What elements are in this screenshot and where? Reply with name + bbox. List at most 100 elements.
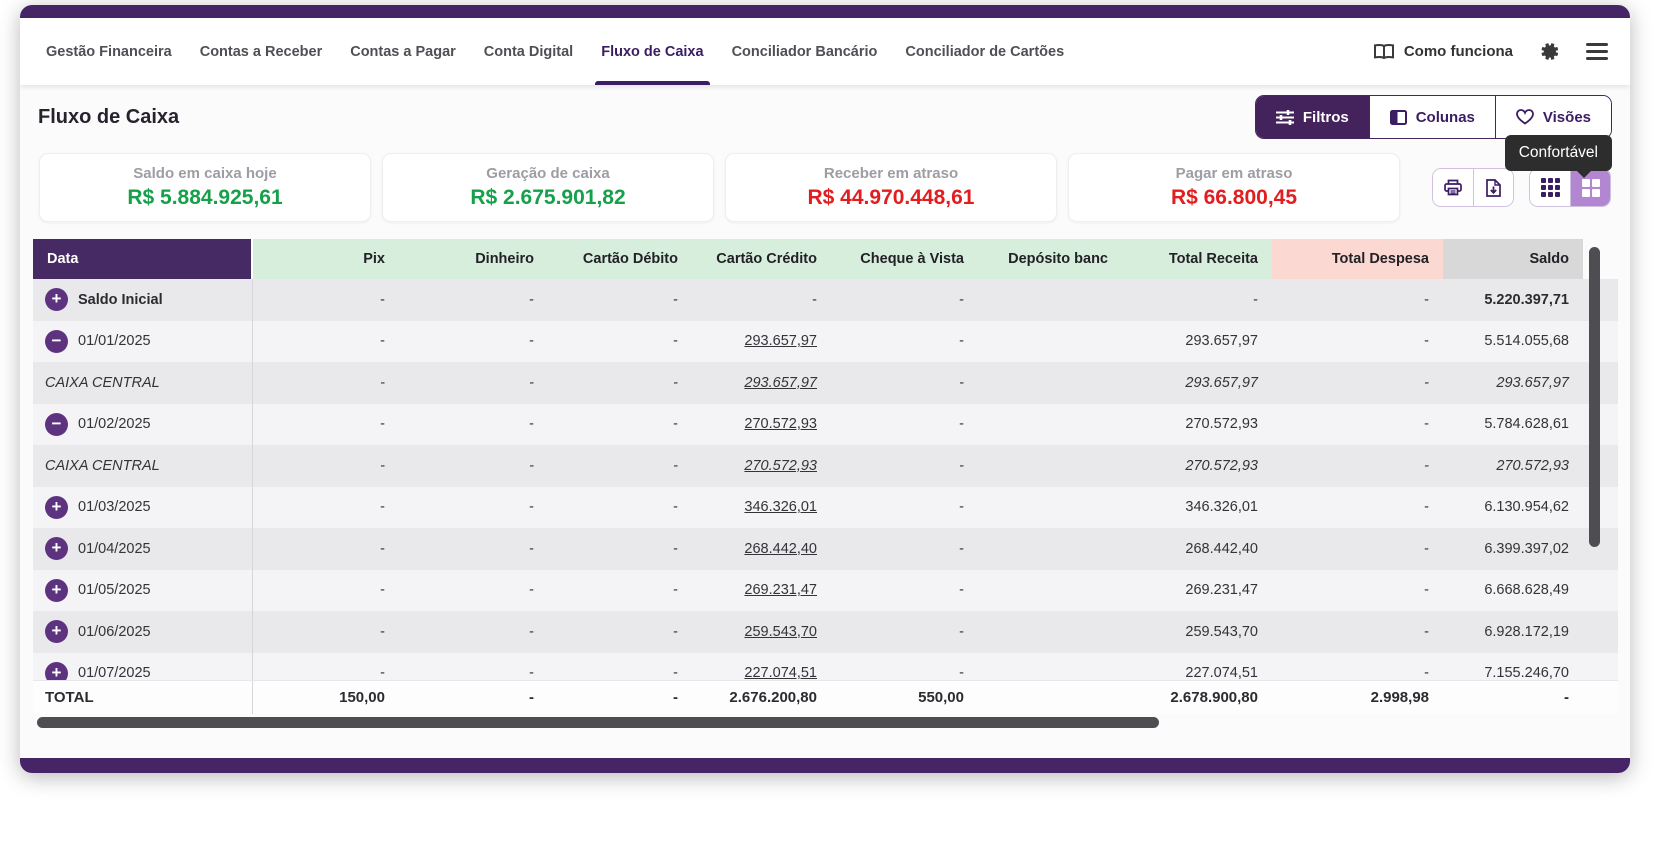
row-label: 01/01/2025 bbox=[78, 333, 151, 350]
cell-total-receita: 227.074,51 bbox=[1185, 665, 1258, 680]
column-header-total-despesa[interactable]: Total Despesa bbox=[1272, 239, 1443, 279]
row-label: 01/05/2025 bbox=[78, 582, 151, 599]
cashflow-table: Data Pix Dinheiro Cartão Débito Cartão C… bbox=[33, 239, 1618, 729]
expand-row-icon[interactable]: + bbox=[45, 578, 68, 602]
value-link[interactable]: 259.543,70 bbox=[744, 623, 817, 640]
cell-pix: - bbox=[380, 665, 385, 680]
total-total-receita: 2.678.900,80 bbox=[1170, 689, 1258, 706]
tab-conta-digital[interactable]: Conta Digital bbox=[483, 43, 574, 60]
cell-total-receita: 346.326,01 bbox=[1185, 499, 1258, 516]
filtros-button[interactable]: Filtros bbox=[1255, 96, 1369, 138]
card-saldo-em-caixa-hoje: Saldo em caixa hoje R$ 5.884.925,61 bbox=[39, 153, 371, 222]
cell-cartao-debito: - bbox=[673, 623, 678, 640]
cell-cheque-a-vista: - bbox=[959, 623, 964, 640]
cell-cartao-credito: - bbox=[812, 291, 817, 308]
cell-total-receita: 259.543,70 bbox=[1185, 623, 1258, 640]
tab-conciliador-de-cartoes[interactable]: Conciliador de Cartões bbox=[905, 43, 1065, 60]
expand-row-icon[interactable]: + bbox=[45, 537, 68, 561]
tab-gestao-financeira[interactable]: Gestão Financeira bbox=[46, 43, 172, 60]
page-content: Fluxo de Caixa Filtros bbox=[20, 85, 1630, 773]
value-link[interactable]: 293.657,97 bbox=[744, 333, 817, 350]
card-label: Receber em atraso bbox=[823, 165, 959, 182]
window-top-accent-bar bbox=[20, 5, 1630, 18]
export-button-group bbox=[1432, 168, 1514, 207]
table-row: CAIXA CENTRAL - - - 293.657,97 - 293.657,97 - 29… bbox=[33, 362, 1618, 404]
tab-contas-a-pagar[interactable]: Contas a Pagar bbox=[350, 43, 456, 60]
horizontal-scrollbar-thumb[interactable] bbox=[37, 717, 1159, 728]
cell-total-despesa: - bbox=[1424, 582, 1429, 599]
column-header-cheque-a-vista[interactable]: Cheque à Vista bbox=[831, 239, 978, 279]
vertical-scrollbar-thumb[interactable] bbox=[1589, 247, 1600, 547]
value-link[interactable]: 346.326,01 bbox=[744, 499, 817, 516]
grid-comfortable-icon bbox=[1581, 178, 1600, 197]
tab-contas-a-receber[interactable]: Contas a Receber bbox=[199, 43, 323, 60]
expand-row-icon[interactable]: + bbox=[45, 661, 68, 680]
column-header-saldo[interactable]: Saldo bbox=[1443, 239, 1583, 279]
value-link[interactable]: 270.572,93 bbox=[744, 416, 817, 433]
vertical-scrollbar[interactable] bbox=[1589, 243, 1601, 683]
cell-total-despesa: - bbox=[1424, 457, 1429, 474]
summary-cards-row: Saldo em caixa hoje R$ 5.884.925,61 Gera… bbox=[33, 153, 1617, 222]
column-header-pix[interactable]: Pix bbox=[253, 239, 399, 279]
hamburger-menu-icon[interactable] bbox=[1586, 43, 1608, 60]
cell-dinheiro: - bbox=[529, 582, 534, 599]
column-header-dinheiro[interactable]: Dinheiro bbox=[399, 239, 548, 279]
grid-dense-icon bbox=[1540, 178, 1560, 197]
cell-cheque-a-vista: - bbox=[959, 374, 964, 391]
card-value: R$ 44.970.448,61 bbox=[807, 186, 975, 209]
tab-fluxo-de-caixa[interactable]: Fluxo de Caixa bbox=[587, 18, 717, 85]
book-icon bbox=[1373, 43, 1395, 60]
cell-dinheiro: - bbox=[529, 499, 534, 516]
value-link[interactable]: 270.572,93 bbox=[744, 457, 817, 474]
cell-pix: - bbox=[380, 416, 385, 433]
column-header-cartao-credito[interactable]: Cartão Crédito bbox=[692, 239, 831, 279]
row-label: 01/04/2025 bbox=[78, 540, 151, 557]
expand-row-icon[interactable]: + bbox=[45, 495, 68, 519]
column-header-data[interactable]: Data bbox=[33, 239, 253, 279]
collapse-row-icon[interactable]: − bbox=[45, 329, 68, 353]
cell-dinheiro: - bbox=[529, 333, 534, 350]
cell-total-despesa: - bbox=[1424, 665, 1429, 680]
como-funciona-link[interactable]: Como funciona bbox=[1373, 43, 1513, 60]
cell-cheque-a-vista: - bbox=[959, 665, 964, 680]
colunas-button[interactable]: Colunas bbox=[1368, 96, 1495, 138]
cell-dinheiro: - bbox=[529, 665, 534, 680]
cell-saldo: 5.514.055,68 bbox=[1484, 333, 1569, 350]
value-link[interactable]: 268.442,40 bbox=[744, 540, 817, 557]
row-label: CAIXA CENTRAL bbox=[45, 374, 160, 391]
collapse-row-icon[interactable]: − bbox=[45, 412, 68, 436]
total-total-despesa: 2.998,98 bbox=[1370, 689, 1429, 706]
expand-row-icon[interactable]: + bbox=[45, 288, 68, 312]
value-link[interactable]: 269.231,47 bbox=[744, 582, 817, 599]
tab-conciliador-bancario[interactable]: Conciliador Bancário bbox=[731, 43, 878, 60]
visoes-label: Visões bbox=[1542, 108, 1591, 126]
cell-total-despesa: - bbox=[1424, 333, 1429, 350]
total-cheque-a-vista: 550,00 bbox=[918, 689, 964, 706]
download-file-button[interactable] bbox=[1473, 169, 1513, 206]
value-link[interactable]: 293.657,97 bbox=[744, 374, 817, 391]
column-header-cartao-debito[interactable]: Cartão Débito bbox=[548, 239, 692, 279]
print-button[interactable] bbox=[1433, 169, 1473, 206]
horizontal-scrollbar[interactable] bbox=[33, 717, 1618, 729]
value-link[interactable]: 227.074,51 bbox=[744, 665, 817, 680]
cell-saldo: 5.220.397,71 bbox=[1484, 291, 1569, 308]
column-header-total-receita[interactable]: Total Receita bbox=[1122, 239, 1272, 279]
column-header-deposito-bancario[interactable]: Depósito banc bbox=[978, 239, 1122, 279]
cell-dinheiro: - bbox=[529, 291, 534, 308]
cell-total-despesa: - bbox=[1424, 416, 1429, 433]
filters-icon bbox=[1275, 109, 1294, 125]
table-row: + Saldo Inicial - - - - - - - 5.220.397,71 bbox=[33, 279, 1618, 321]
total-label-cell: TOTAL bbox=[33, 681, 253, 714]
cell-cartao-debito: - bbox=[673, 499, 678, 516]
cell-cartao-credito: 268.442,40 bbox=[692, 528, 831, 570]
visoes-button[interactable]: Visões bbox=[1494, 96, 1611, 138]
cell-cartao-debito: - bbox=[673, 457, 678, 474]
cell-deposito-bancario bbox=[978, 362, 1122, 404]
table-row: +01/03/2025 - - - 346.326,01 - 346.326,01 - 6.13… bbox=[33, 486, 1618, 528]
gear-icon[interactable] bbox=[1539, 41, 1560, 62]
columns-icon bbox=[1389, 109, 1407, 125]
card-pagar-em-atraso: Pagar em atraso R$ 66.800,45 bbox=[1068, 153, 1400, 222]
density-compact-button[interactable] bbox=[1530, 169, 1570, 206]
expand-row-icon[interactable]: + bbox=[45, 620, 68, 644]
main-navbar: Gestão Financeira Contas a Receber Conta… bbox=[20, 18, 1630, 85]
